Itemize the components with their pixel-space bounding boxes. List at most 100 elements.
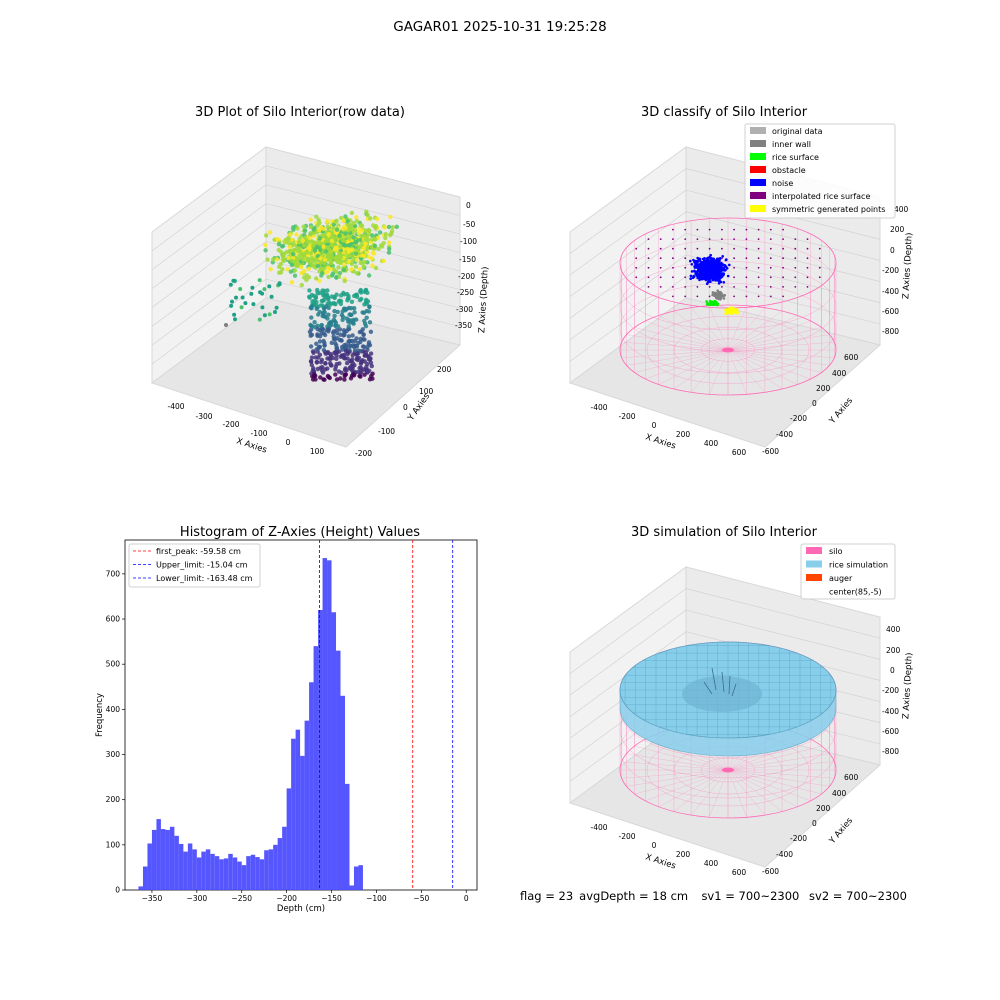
noise-point bbox=[721, 254, 724, 258]
interpolated-point bbox=[782, 266, 784, 269]
interpolated-point bbox=[672, 247, 674, 250]
y-tick: -200 bbox=[355, 449, 372, 458]
data-point bbox=[325, 224, 330, 229]
interpolated-point bbox=[782, 286, 784, 288]
data-point bbox=[262, 287, 267, 292]
gridline bbox=[265, 165, 461, 216]
noise-point bbox=[720, 262, 724, 266]
histogram-bar bbox=[264, 850, 269, 890]
histogram-bar bbox=[205, 849, 211, 890]
z-tick: -50 bbox=[463, 220, 475, 229]
data-point bbox=[337, 251, 342, 256]
z-tick: -150 bbox=[459, 255, 476, 264]
interpolated-point bbox=[818, 266, 821, 269]
noise-point bbox=[696, 276, 699, 280]
data-point bbox=[325, 316, 330, 321]
x-tick: 200 bbox=[676, 430, 691, 439]
data-point bbox=[362, 259, 367, 265]
data-point bbox=[369, 363, 374, 369]
data-point bbox=[313, 295, 319, 300]
noise-point bbox=[710, 258, 713, 262]
symmetric-point bbox=[735, 311, 738, 315]
interpolated-point bbox=[806, 286, 809, 288]
data-point bbox=[341, 290, 346, 296]
y-tick-label: 100 bbox=[106, 840, 121, 849]
data-point bbox=[308, 359, 314, 364]
y-tick-label: 0 bbox=[115, 886, 120, 895]
data-point bbox=[349, 267, 354, 272]
noise-point bbox=[703, 273, 706, 276]
data-point bbox=[353, 239, 358, 245]
data-point bbox=[348, 343, 353, 349]
data-point bbox=[349, 210, 355, 216]
data-point bbox=[320, 253, 326, 258]
interpolated-point bbox=[684, 257, 687, 260]
legend-swatch bbox=[750, 153, 766, 160]
data-point bbox=[224, 323, 228, 327]
legend-label: symmetric generated points bbox=[772, 205, 885, 214]
data-point bbox=[317, 339, 323, 344]
interpolated-point bbox=[733, 238, 735, 241]
data-point bbox=[341, 218, 346, 223]
data-point bbox=[348, 359, 353, 364]
noise-point bbox=[703, 276, 707, 280]
symmetric-point bbox=[724, 312, 728, 315]
data-point bbox=[365, 370, 370, 375]
legend-label: original data bbox=[772, 127, 823, 136]
data-point bbox=[334, 377, 340, 382]
histogram-bar bbox=[219, 859, 224, 890]
data-point bbox=[275, 237, 280, 242]
data-point bbox=[334, 218, 339, 223]
z-tick: 0 bbox=[466, 201, 471, 210]
x-tick: -400 bbox=[590, 823, 607, 832]
avg-depth-text: avgDepth = 18 cm bbox=[579, 889, 689, 903]
data-point bbox=[386, 224, 392, 230]
data-point bbox=[308, 231, 314, 236]
data-point bbox=[318, 375, 323, 380]
data-point bbox=[373, 265, 379, 271]
interpolated-point bbox=[733, 276, 735, 279]
noise-point bbox=[696, 256, 699, 260]
data-point bbox=[333, 364, 338, 369]
data-point bbox=[365, 290, 370, 295]
data-point bbox=[289, 237, 294, 243]
data-point bbox=[321, 226, 327, 232]
noise-point bbox=[701, 270, 704, 274]
data-point bbox=[284, 249, 289, 255]
sv2-text: sv2 = 700~2300 bbox=[809, 889, 907, 903]
gridline bbox=[685, 211, 881, 261]
data-point bbox=[344, 360, 350, 366]
histogram-bar bbox=[286, 788, 292, 890]
legend-box bbox=[128, 543, 261, 588]
histogram-bar bbox=[178, 843, 184, 890]
data-point bbox=[308, 333, 313, 338]
y-tick: -600 bbox=[762, 447, 779, 456]
data-point bbox=[387, 246, 392, 252]
data-point bbox=[249, 291, 254, 296]
histogram-bar bbox=[223, 858, 229, 890]
data-point bbox=[370, 371, 375, 376]
data-point bbox=[383, 232, 388, 237]
noise-point bbox=[709, 253, 712, 257]
data-point bbox=[373, 225, 378, 230]
histogram-bar bbox=[327, 560, 332, 890]
z-tick: 400 bbox=[886, 625, 901, 634]
gridline bbox=[151, 203, 267, 289]
data-point bbox=[358, 348, 363, 354]
data-point bbox=[263, 248, 268, 253]
data-point bbox=[328, 261, 334, 266]
legend-label: rice simulation bbox=[829, 561, 888, 570]
interpolated-point bbox=[708, 295, 711, 298]
x-tick: 0 bbox=[286, 438, 291, 447]
data-point bbox=[325, 366, 330, 371]
x-tick: -100 bbox=[250, 429, 267, 438]
data-point bbox=[357, 237, 362, 243]
gridline bbox=[151, 165, 267, 252]
data-point bbox=[368, 351, 374, 356]
noise-point bbox=[711, 260, 714, 263]
histogram-bar bbox=[214, 856, 220, 890]
data-point bbox=[325, 295, 331, 300]
interpolated-point bbox=[745, 286, 748, 288]
histogram-bar bbox=[232, 857, 238, 890]
interpolated-point bbox=[757, 295, 760, 298]
